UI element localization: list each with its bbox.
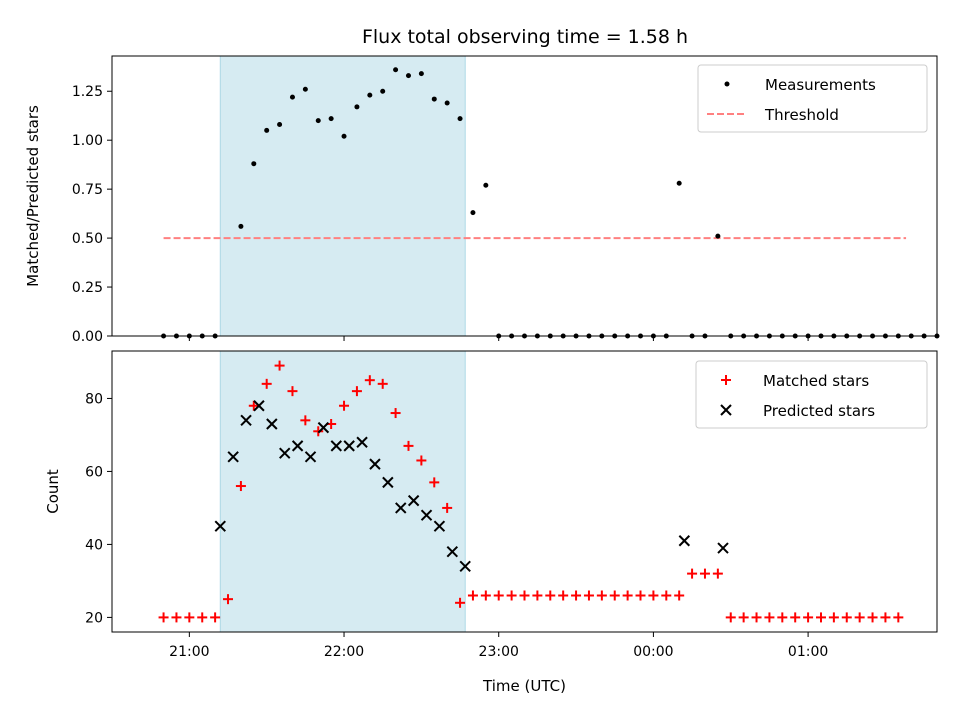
measurement-point [367,92,373,98]
bottom-plot-frame [111,350,938,633]
measurement-point [251,161,257,167]
x-tick-label: 22:00 [324,644,364,660]
measurement-point [289,94,295,100]
bottom-y-axis-label: Count [44,469,62,514]
measurement-point [418,71,424,77]
measurement-point [264,127,270,133]
predicted-point [395,502,407,514]
predicted-point [446,546,459,558]
measurement-point [277,122,283,128]
predicted-point [420,509,433,521]
top-y-tick-label: 0.75 [72,182,103,198]
measurement-point [302,86,308,92]
legend-marker-measurements [724,81,730,87]
measurement-point [328,116,334,122]
predicted-point [343,440,355,452]
legend-marker-matched [721,375,731,385]
predicted-point [317,421,330,434]
legend-label-measurements: Measurements [765,76,876,94]
measurement-point [238,223,244,229]
measurement-point [676,180,682,186]
x-axis-label: Time (UTC) [482,677,566,695]
predicted-point [304,451,317,463]
predicted-point [291,440,304,452]
predicted-point [433,520,446,532]
predicted-point [240,414,252,427]
predicted-point [678,535,691,547]
predicted-point [382,476,394,489]
predicted-point [356,436,368,448]
top-y-tick-label: 1.00 [72,133,103,149]
measurement-point [483,182,489,188]
predicted-point [330,440,343,452]
observing-window-shade-top [219,55,466,337]
predicted-point [717,542,729,554]
measurement-point [715,233,721,239]
predicted-star-points [214,400,729,573]
measurement-point [315,118,321,124]
measurement-point [380,88,386,94]
bottom-y-tick-label: 80 [85,391,103,407]
top-legend: Measurements Threshold [697,64,928,133]
observing-window-shade-bottom [219,350,466,633]
bottom-y-tick-label: 20 [85,610,103,626]
predicted-point [369,458,381,470]
legend-label-matched: Matched stars [763,372,869,390]
bottom-y-tick-label: 40 [85,537,103,553]
predicted-point [407,494,420,507]
bottom-legend-box [695,360,928,429]
x-tick-label: 21:00 [169,644,209,660]
predicted-point [266,418,278,430]
measurement-point [431,96,437,102]
top-plot-frame [111,55,938,337]
top-y-axis-label: Matched/Predicted stars [24,105,42,287]
top-y-tick-label: 0.00 [72,329,103,345]
measurement-point [393,67,399,73]
top-y-tick-label: 1.25 [72,84,103,100]
predicted-point [253,400,265,412]
bottom-y-tick-label: 60 [85,464,103,480]
legend-cross [720,404,732,416]
legend-label-threshold: Threshold [764,106,839,124]
measurement-point [470,210,476,216]
x-tick-label: 00:00 [633,644,673,660]
measurement-point [457,116,463,122]
measurement-point [444,100,450,106]
measurement-point [341,133,347,139]
x-tick-label: 01:00 [788,644,828,660]
measurement-point [354,104,360,110]
predicted-point [459,560,471,573]
ratio-panel: 0.00 0.25 0.50 0.75 1.00 1.25 Matched/Predict… [24,55,940,345]
chart-title: Flux total observing time = 1.58 h [362,26,688,48]
matched-star-points [158,360,904,623]
top-y-tick-label: 0.50 [72,231,103,247]
bottom-axis-ticks: 20 40 60 80 21:00 22:00 23:00 00:00 01:00 [85,391,828,660]
legend-label-predicted: Predicted stars [763,402,875,420]
predicted-point [214,520,226,532]
x-tick-label: 23:00 [479,644,519,660]
top-legend-box [697,64,928,133]
top-axis-ticks: 0.00 0.25 0.50 0.75 1.00 1.25 [72,84,809,345]
predicted-point [279,447,291,459]
predicted-point [227,451,239,463]
legend-marker-predicted [720,404,732,416]
top-y-tick-label: 0.25 [72,280,103,296]
bottom-legend: Matched stars Predicted stars [695,360,928,429]
measurement-point [405,73,411,79]
